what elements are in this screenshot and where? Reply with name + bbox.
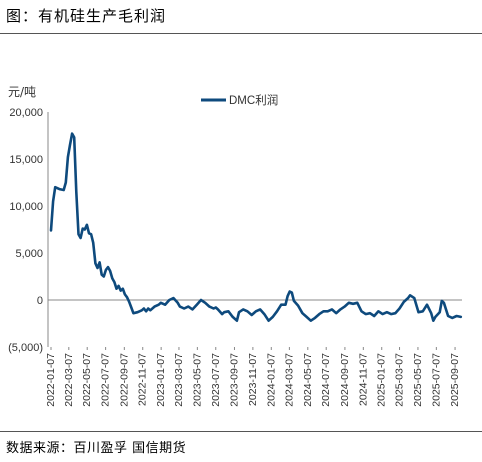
x-tick-label: 2023-05-07: [191, 353, 203, 407]
x-tick-label: 2025-09-07: [449, 353, 461, 407]
x-tick-label: 2025-07-07: [430, 353, 442, 407]
y-axis-ticks: 20,000 15,000 10,000 5,000 0 (5,000): [8, 107, 43, 354]
x-axis-ticks: 2022-01-07 2022-03-07 2022-05-07 2022-07-07…: [45, 347, 461, 407]
x-tick-label: 2022-09-07: [118, 353, 130, 407]
x-tick-label: 2024-09-07: [339, 353, 351, 407]
y-tick-label: 20,000: [9, 107, 43, 119]
legend: DMC利润: [201, 93, 278, 107]
bottom-divider: [0, 431, 482, 432]
x-tick-label: 2024-01-07: [265, 353, 277, 407]
y-tick-label: 10,000: [9, 201, 43, 213]
x-tick-label: 2025-03-07: [394, 353, 406, 407]
x-tick-label: 2024-11-07: [357, 353, 369, 406]
x-tick-label: 2025-05-07: [412, 353, 424, 407]
top-divider: [0, 33, 482, 34]
x-tick-label: 2023-01-07: [155, 353, 167, 407]
y-tick-label: (5,000): [8, 342, 43, 354]
x-tick-label: 2024-03-07: [283, 353, 295, 407]
dmc-profit-chart: 元/吨 20,000 15,000 10,000 5,000 0 (5,000) 2022…: [8, 85, 463, 407]
legend-label: DMC利润: [229, 93, 278, 107]
x-tick-label: 2023-09-07: [228, 353, 240, 407]
x-tick-label: 2022-05-07: [81, 353, 93, 407]
x-tick-label: 2023-11-07: [247, 353, 259, 406]
figure-title: 图：有机硅生产毛利润: [6, 7, 167, 25]
y-tick-label: 5,000: [15, 248, 43, 260]
source-note: 数据来源：百川盈孚 国信期货: [6, 441, 187, 456]
x-tick-label: 2022-11-07: [137, 353, 149, 406]
y-tick-label: 15,000: [9, 154, 43, 166]
x-tick-label: 2022-03-07: [63, 353, 75, 407]
x-tick-label: 2025-01-07: [376, 353, 388, 407]
x-tick-label: 2024-07-07: [320, 353, 332, 407]
y-axis-label: 元/吨: [8, 85, 36, 99]
x-tick-label: 2022-07-07: [100, 353, 112, 407]
x-tick-label: 2023-07-07: [210, 353, 222, 407]
x-tick-label: 2023-03-07: [173, 353, 185, 407]
x-tick-label: 2022-01-07: [45, 353, 57, 407]
y-tick-label: 0: [37, 295, 43, 307]
x-tick-label: 2024-05-07: [302, 353, 314, 407]
dmc-profit-line: [49, 132, 463, 322]
